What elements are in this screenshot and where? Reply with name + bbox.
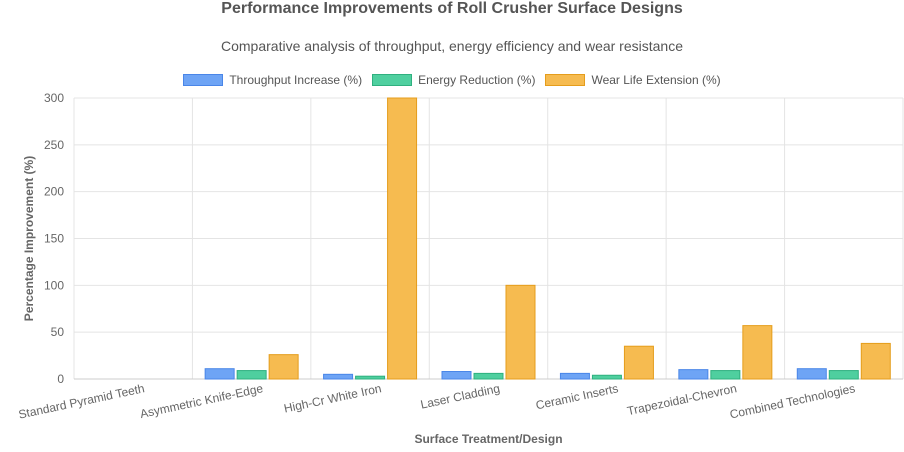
y-tick-label: 100 [44,278,64,292]
bar[interactable] [710,370,741,380]
y-tick-label: 150 [44,232,64,246]
bar[interactable] [387,97,418,380]
bar[interactable] [678,369,709,380]
y-tick-label: 300 [44,91,64,105]
bar[interactable] [268,354,299,380]
x-tick-label: Trapezoidal-Chevron [626,381,738,418]
bar[interactable] [559,372,590,380]
bar[interactable] [505,284,536,380]
legend: Throughput Increase (%) Energy Reduction… [0,73,904,87]
x-tick-label: Combined Technologies [728,381,856,421]
chart-title: Performance Improvements of Roll Crusher… [221,0,683,17]
bar[interactable] [591,374,622,380]
chart-subtitle: Comparative analysis of throughput, ener… [221,38,683,54]
x-tick-label: Laser Cladding [419,381,501,411]
legend-label-throughput: Throughput Increase (%) [229,73,363,87]
bar[interactable] [323,373,354,380]
bar[interactable] [355,375,386,380]
y-tick-label: 0 [57,372,64,386]
y-axis-title: Percentage Improvement (%) [22,156,36,321]
y-tick-label: 200 [44,185,64,199]
bar[interactable] [473,372,504,380]
y-axis-ticks: 0 50 100 150 200 250 300 [44,91,64,386]
y-tick-label: 50 [51,325,65,339]
x-tick-label: High-Cr White Iron [283,381,383,415]
bar[interactable] [623,345,654,380]
legend-item-energy[interactable]: Energy Reduction (%) [372,73,535,87]
bar[interactable] [236,370,267,380]
legend-item-wear[interactable]: Wear Life Extension (%) [545,73,721,87]
bar[interactable] [441,371,472,380]
bar[interactable] [828,370,859,380]
y-tick-label: 250 [44,138,64,152]
x-tick-label: Standard Pyramid Teeth [17,381,146,421]
x-axis-title: Surface Treatment/Design [414,432,562,446]
bar[interactable] [742,325,773,380]
grid [73,97,904,380]
bar[interactable] [796,368,827,380]
x-tick-label: Ceramic Inserts [534,381,619,412]
legend-swatch-throughput [183,74,224,86]
legend-label-wear: Wear Life Extension (%) [591,73,721,87]
legend-swatch-wear [545,74,586,86]
legend-swatch-energy [372,74,413,86]
bars [204,97,891,380]
bar[interactable] [860,342,891,380]
legend-label-energy: Energy Reduction (%) [418,73,536,87]
x-tick-label: Asymmetric Knife-Edge [139,381,265,421]
legend-item-throughput[interactable]: Throughput Increase (%) [183,73,362,87]
bar[interactable] [204,368,235,380]
